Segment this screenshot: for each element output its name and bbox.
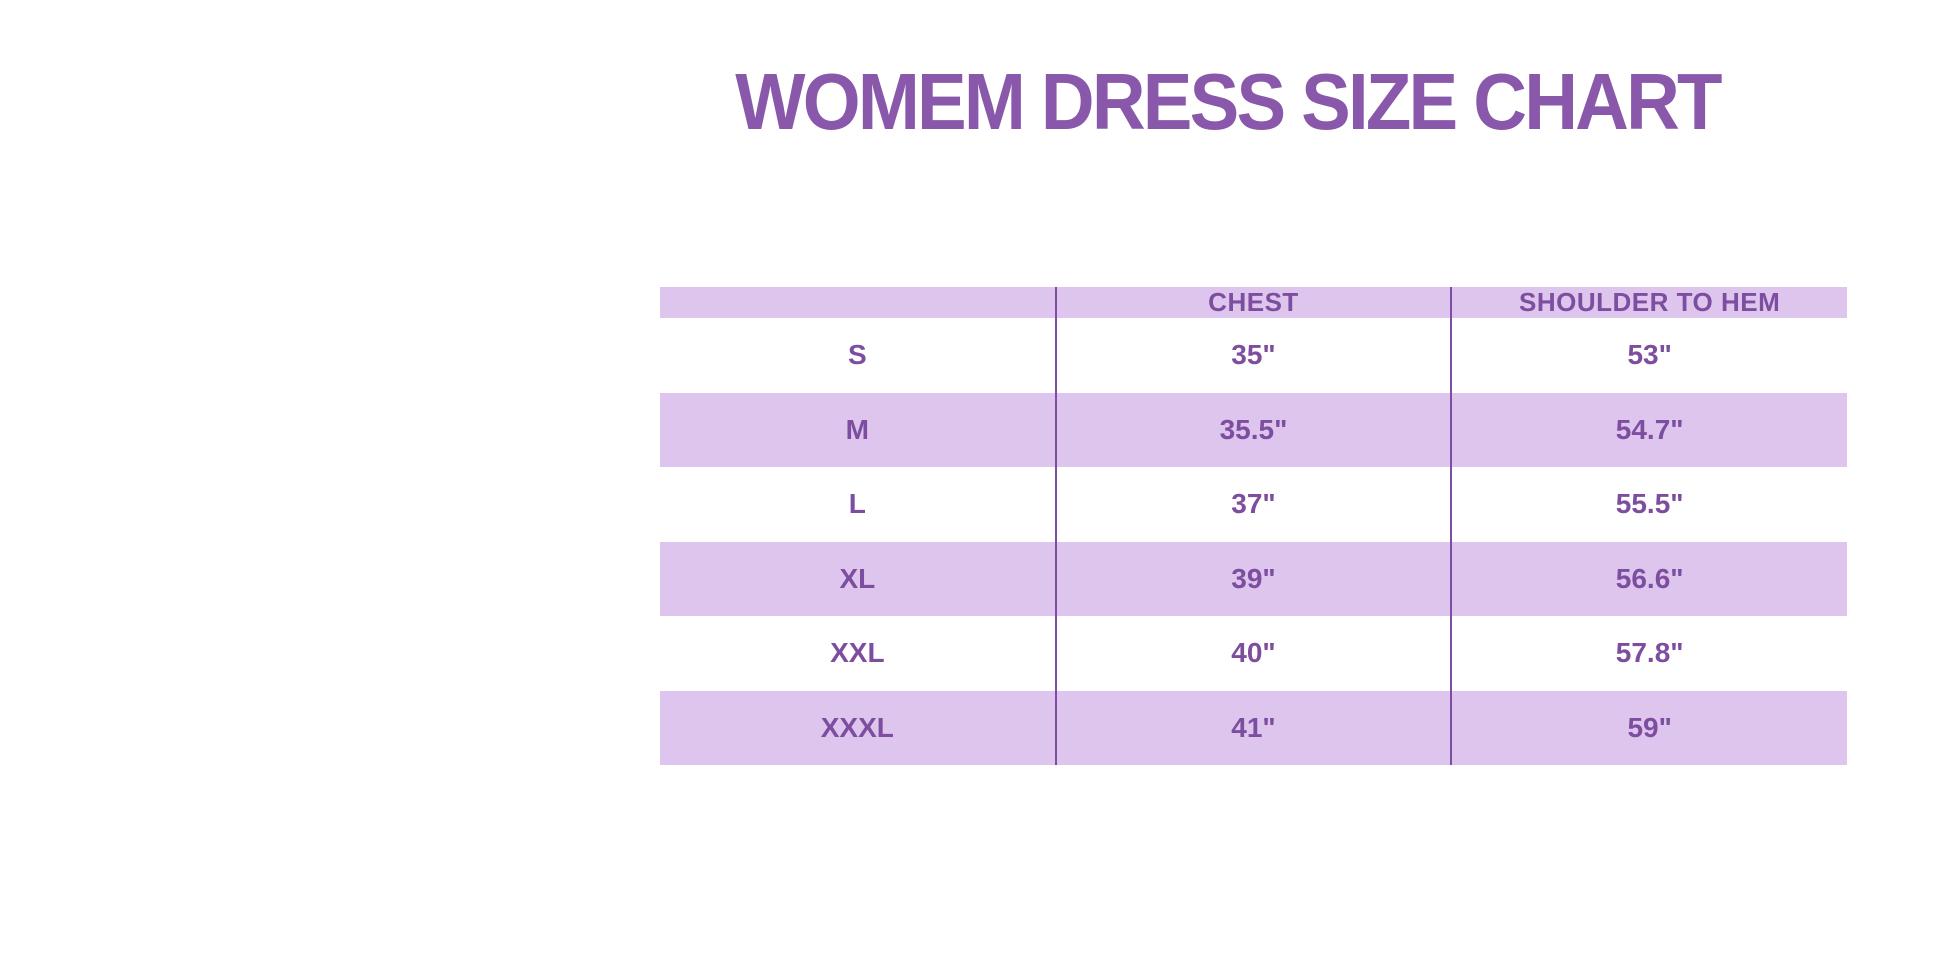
table-body: S 35" 53" M 35.5" 54.7" L 37" 55.5" XL 3…	[660, 318, 1847, 765]
table-row-m: M 35.5" 54.7"	[660, 392, 1847, 467]
table-row-s: S 35" 53"	[660, 318, 1847, 393]
column-header-size	[660, 287, 1056, 318]
shoulder-to-hem-cell: 53"	[1451, 318, 1847, 393]
column-header-chest: CHEST	[1054, 287, 1453, 318]
chest-cell: 39"	[1054, 541, 1453, 616]
size-cell: XXL	[660, 616, 1056, 691]
shoulder-to-hem-cell: 59"	[1451, 690, 1847, 765]
chest-cell: 40"	[1054, 616, 1453, 691]
page-title: WOMEM DRESS SIZE CHART	[735, 57, 1722, 146]
table-row-l: L 37" 55.5"	[660, 467, 1847, 542]
size-cell: L	[660, 467, 1056, 542]
table-row-xxxl: XXXL 41" 59"	[660, 690, 1847, 765]
table-header: CHEST SHOULDER TO HEM	[660, 287, 1847, 318]
size-cell: XL	[660, 541, 1056, 616]
size-cell: M	[660, 392, 1056, 467]
header-row: CHEST SHOULDER TO HEM	[660, 287, 1847, 318]
size-chart-table: CHEST SHOULDER TO HEM S 35" 53" M 35.5" …	[660, 287, 1847, 765]
chest-cell: 41"	[1054, 690, 1453, 765]
column-header-shoulder-to-hem: SHOULDER TO HEM	[1451, 287, 1847, 318]
table-row-xxl: XXL 40" 57.8"	[660, 616, 1847, 691]
chest-cell: 35.5"	[1054, 392, 1453, 467]
table-row-xl: XL 39" 56.6"	[660, 541, 1847, 616]
shoulder-to-hem-cell: 57.8"	[1451, 616, 1847, 691]
chest-cell: 35"	[1054, 318, 1453, 393]
chest-cell: 37"	[1054, 467, 1453, 542]
shoulder-to-hem-cell: 54.7"	[1451, 392, 1847, 467]
shoulder-to-hem-cell: 55.5"	[1451, 467, 1847, 542]
size-cell: S	[660, 318, 1056, 393]
size-cell: XXXL	[660, 690, 1056, 765]
shoulder-to-hem-cell: 56.6"	[1451, 541, 1847, 616]
